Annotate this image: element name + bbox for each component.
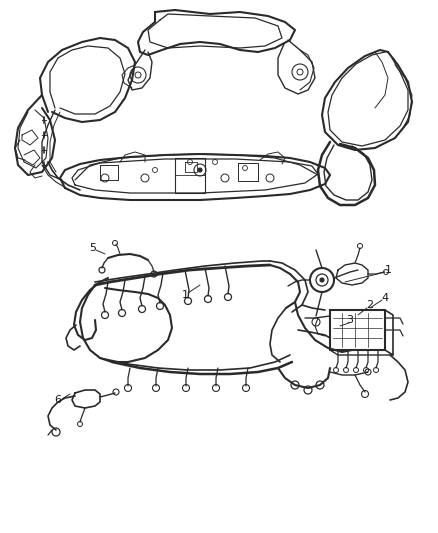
Text: 2: 2 bbox=[367, 300, 374, 310]
Text: 1: 1 bbox=[181, 290, 188, 300]
Circle shape bbox=[320, 278, 324, 282]
Text: 6: 6 bbox=[54, 395, 61, 405]
Text: 1: 1 bbox=[385, 265, 392, 275]
Circle shape bbox=[198, 168, 202, 172]
Text: 4: 4 bbox=[381, 293, 389, 303]
Text: 5: 5 bbox=[89, 243, 96, 253]
Text: 3: 3 bbox=[346, 315, 353, 325]
